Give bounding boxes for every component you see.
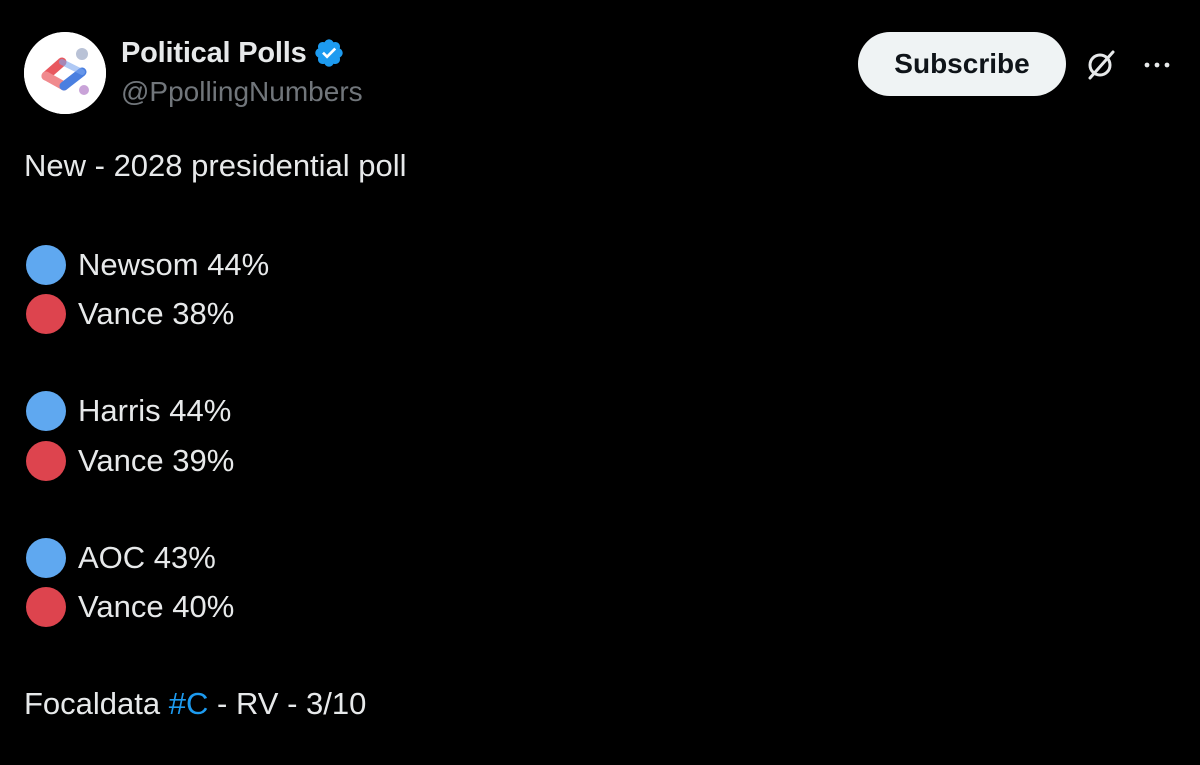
poll-result-label: Vance 38% [78, 296, 235, 331]
avatar-logo-icon [24, 32, 106, 114]
poll-line-rep-1: Vance 38% [26, 293, 234, 335]
poll-line-dem-3: AOC 43% [26, 537, 216, 579]
source-suffix: - RV - 3/10 [208, 686, 367, 721]
red-circle-icon [26, 294, 66, 334]
hashtag-link[interactable]: #C [168, 686, 209, 721]
poll-result-label: Vance 39% [78, 443, 235, 478]
blue-circle-icon [26, 538, 66, 578]
subscribe-button[interactable]: Subscribe [858, 32, 1066, 96]
poll-line-rep-3: Vance 40% [26, 586, 234, 628]
grok-icon[interactable] [1083, 46, 1119, 82]
more-options-icon[interactable] [1140, 48, 1174, 82]
poll-line-rep-2: Vance 39% [26, 440, 234, 482]
avatar[interactable] [24, 32, 106, 114]
tweet-headline: New - 2028 presidential poll [24, 148, 407, 183]
source-prefix: Focaldata [24, 686, 169, 721]
blue-circle-icon [26, 391, 66, 431]
author-display-name[interactable]: Political Polls [121, 36, 307, 69]
poll-result-label: Harris 44% [78, 393, 232, 428]
verified-badge-icon[interactable] [313, 37, 345, 69]
blue-circle-icon [26, 245, 66, 285]
author-name-row: Political Polls [121, 36, 345, 70]
poll-line-dem-2: Harris 44% [26, 390, 231, 432]
tweet-source-line: Focaldata #C - RV - 3/10 [24, 686, 366, 722]
author-handle[interactable]: @PpollingNumbers [121, 76, 363, 107]
poll-result-label: Vance 40% [78, 589, 235, 624]
red-circle-icon [26, 587, 66, 627]
poll-result-label: Newsom 44% [78, 247, 270, 282]
poll-result-label: AOC 43% [78, 540, 216, 575]
red-circle-icon [26, 441, 66, 481]
poll-line-dem-1: Newsom 44% [26, 244, 269, 286]
